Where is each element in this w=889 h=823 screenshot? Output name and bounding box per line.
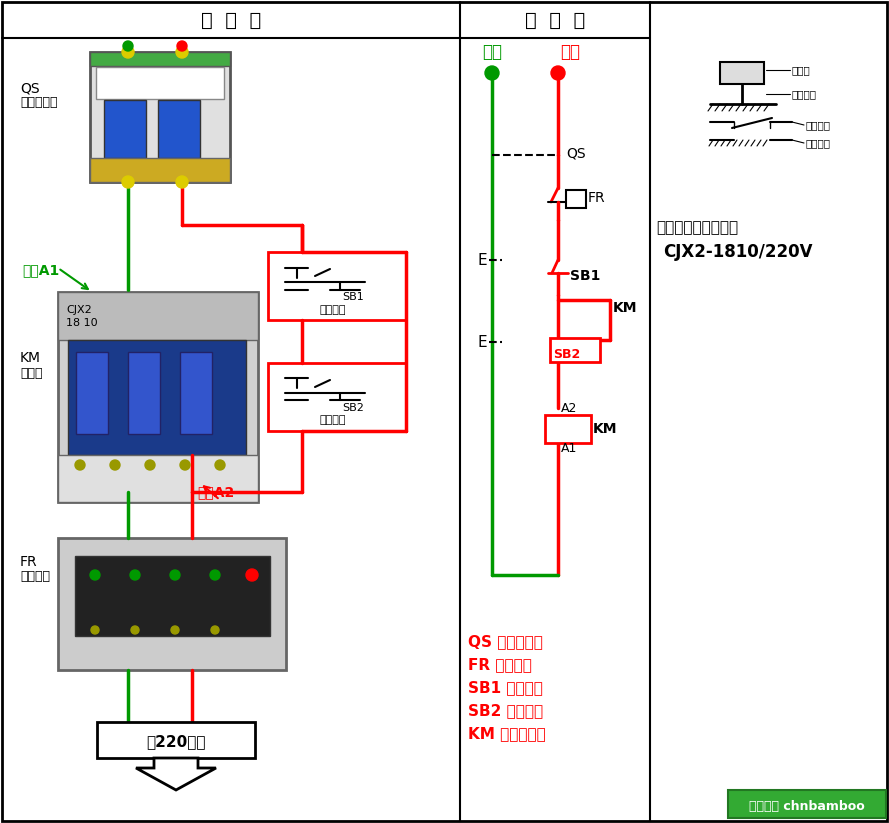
Bar <box>68 340 246 455</box>
Circle shape <box>145 460 155 470</box>
Circle shape <box>176 46 188 58</box>
Text: 18 10: 18 10 <box>66 318 98 328</box>
Text: KM: KM <box>20 351 41 365</box>
Circle shape <box>122 46 134 58</box>
Text: CJX2-1810/220V: CJX2-1810/220V <box>663 243 813 261</box>
Text: SB1: SB1 <box>342 292 364 302</box>
Circle shape <box>131 626 139 634</box>
Bar <box>58 292 258 340</box>
Text: 复位弹簧: 复位弹簧 <box>792 89 817 99</box>
Bar <box>128 352 160 434</box>
Circle shape <box>215 460 225 470</box>
Text: E: E <box>477 334 487 350</box>
Text: CJX2: CJX2 <box>66 305 92 315</box>
Circle shape <box>485 66 499 80</box>
Text: SB2: SB2 <box>342 403 364 413</box>
Circle shape <box>211 626 219 634</box>
Circle shape <box>122 176 134 188</box>
Text: 热继电器: 热继电器 <box>20 570 50 584</box>
Bar <box>58 538 286 670</box>
Text: 接220电机: 接220电机 <box>147 734 205 750</box>
Circle shape <box>91 626 99 634</box>
Circle shape <box>171 626 179 634</box>
Circle shape <box>170 570 180 580</box>
Text: E: E <box>477 253 487 267</box>
Bar <box>158 100 200 158</box>
Text: 原  理  图: 原 理 图 <box>525 11 585 30</box>
Circle shape <box>210 570 220 580</box>
Circle shape <box>110 460 120 470</box>
Text: 零线: 零线 <box>482 43 502 61</box>
Text: 按钮帽: 按钮帽 <box>792 65 811 75</box>
Bar <box>97 722 255 758</box>
Text: A2: A2 <box>561 402 577 415</box>
Bar <box>90 158 230 182</box>
Text: A1: A1 <box>561 441 577 454</box>
Text: 启动按钮: 启动按钮 <box>320 415 347 425</box>
Circle shape <box>130 570 140 580</box>
Text: 常开触头: 常开触头 <box>806 138 831 148</box>
Circle shape <box>90 570 100 580</box>
Bar <box>90 52 230 182</box>
Text: 线圈A1: 线圈A1 <box>22 263 60 277</box>
Text: KM: KM <box>593 422 618 436</box>
Text: SB1: SB1 <box>570 269 600 283</box>
Text: 注：交流接触器选用: 注：交流接触器选用 <box>656 221 738 235</box>
Bar <box>76 352 108 434</box>
Text: KM 交流接触器: KM 交流接触器 <box>468 727 546 742</box>
Text: FR 热继电器: FR 热继电器 <box>468 658 532 672</box>
Bar <box>720 62 764 84</box>
Bar <box>550 338 600 362</box>
Text: QS: QS <box>20 81 40 95</box>
Bar <box>96 67 224 99</box>
Text: 常闭触头: 常闭触头 <box>806 120 831 130</box>
Bar <box>180 352 212 434</box>
Circle shape <box>551 66 565 80</box>
Text: FR: FR <box>588 191 605 205</box>
Bar <box>545 415 591 443</box>
Text: 线圈A2: 线圈A2 <box>197 485 234 499</box>
Circle shape <box>176 176 188 188</box>
Polygon shape <box>136 758 216 790</box>
Bar <box>104 100 146 158</box>
Text: 空气断路器: 空气断路器 <box>20 95 58 109</box>
Circle shape <box>180 460 190 470</box>
Text: 火线: 火线 <box>560 43 580 61</box>
Bar <box>58 455 258 502</box>
Bar <box>566 190 586 208</box>
Text: SB2: SB2 <box>553 347 581 360</box>
Text: QS 空气断路器: QS 空气断路器 <box>468 635 543 649</box>
Bar <box>728 790 886 818</box>
Text: 实  物  图: 实 物 图 <box>201 11 261 30</box>
Circle shape <box>123 41 133 51</box>
Text: QS: QS <box>566 146 586 160</box>
Bar <box>58 292 258 502</box>
Bar <box>75 556 270 636</box>
Circle shape <box>246 569 258 581</box>
Text: 百度知道 chnbamboo: 百度知道 chnbamboo <box>749 799 865 812</box>
Text: 接触器: 接触器 <box>20 366 43 379</box>
Circle shape <box>75 460 85 470</box>
Text: SB2 启动按钮: SB2 启动按钮 <box>468 704 543 718</box>
Circle shape <box>177 41 187 51</box>
Text: SB1 停止按钮: SB1 停止按钮 <box>468 681 543 695</box>
Text: 停止按钮: 停止按钮 <box>320 305 347 315</box>
Text: FR: FR <box>20 555 37 569</box>
Bar <box>90 52 230 66</box>
Bar <box>268 252 406 320</box>
Bar <box>268 363 406 431</box>
Text: KM: KM <box>613 301 637 315</box>
